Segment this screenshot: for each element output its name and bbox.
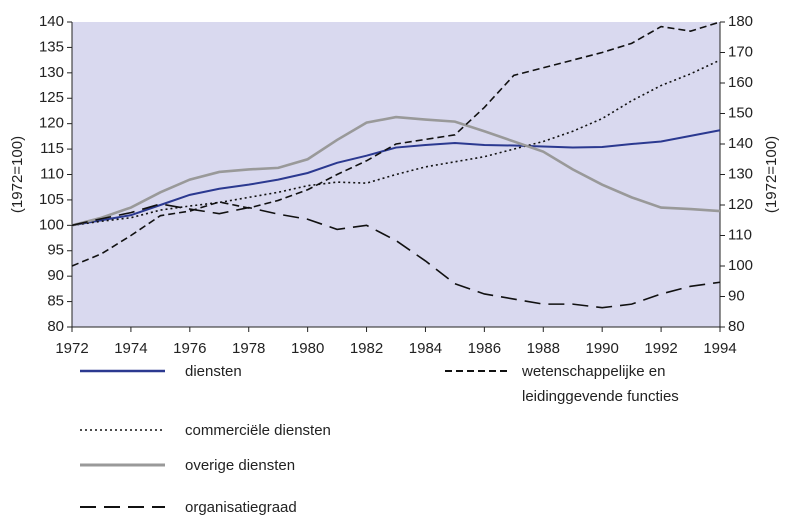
y-tick-label: 120: [39, 115, 64, 132]
y-tick-label: 90: [47, 267, 64, 284]
x-tick-label: 1976: [173, 340, 206, 357]
y2-tick-label: 180: [728, 13, 753, 30]
y-tick-label: 135: [39, 38, 64, 55]
x-tick-label: 1972: [55, 340, 88, 357]
x-tick-label: 1986: [468, 340, 501, 357]
y-tick-label: 140: [39, 13, 64, 30]
x-tick-label: 1980: [291, 340, 324, 357]
x-tick-label: 1982: [350, 340, 383, 357]
y-tick-label: 110: [40, 165, 64, 182]
x-tick-label: 1994: [703, 340, 736, 357]
y2-tick-label: 90: [728, 287, 745, 304]
y-tick-label: 95: [47, 242, 64, 259]
y-tick-label: 85: [47, 293, 64, 310]
legend-label: organisatiegraad: [185, 498, 297, 516]
series-line: [71, 129, 721, 227]
y-tick-label: 80: [47, 318, 64, 335]
y2-tick-label: 170: [728, 43, 753, 60]
y-tick-label: 115: [40, 140, 64, 157]
legend-label: wetenschappelijke en leidinggevende func…: [522, 362, 679, 405]
y2-tick-label: 100: [728, 257, 753, 274]
y-axis-label: (1972=100): [9, 136, 26, 213]
y2-tick-label: 130: [728, 165, 753, 182]
x-tick-label: 1988: [527, 340, 560, 357]
y-tick-label: 105: [39, 191, 64, 208]
y2-axis-label: (1972=100): [763, 136, 780, 213]
y2-tick-label: 110: [728, 226, 752, 243]
legend-label: overige diensten: [185, 456, 296, 474]
y-tick-label: 100: [39, 216, 64, 233]
y2-tick-label: 160: [728, 74, 753, 91]
y2-tick-label: 140: [728, 135, 753, 152]
series-line: [71, 21, 721, 267]
x-tick-label: 1974: [114, 340, 147, 357]
x-tick-label: 1990: [585, 340, 618, 357]
y2-tick-label: 80: [728, 318, 745, 335]
y-tick-label: 125: [39, 89, 64, 106]
x-tick-label: 1984: [409, 340, 442, 357]
x-tick-label: 1978: [232, 340, 265, 357]
series-line: [71, 115, 721, 227]
y2-tick-label: 120: [728, 196, 753, 213]
legend-label: commerciële diensten: [185, 421, 331, 439]
plot-area: [72, 22, 720, 327]
x-tick-label: 1992: [644, 340, 677, 357]
series-line: [71, 203, 721, 309]
y-tick-label: 130: [39, 64, 64, 81]
y2-tick-label: 150: [728, 104, 753, 121]
legend-label: diensten: [185, 362, 242, 380]
